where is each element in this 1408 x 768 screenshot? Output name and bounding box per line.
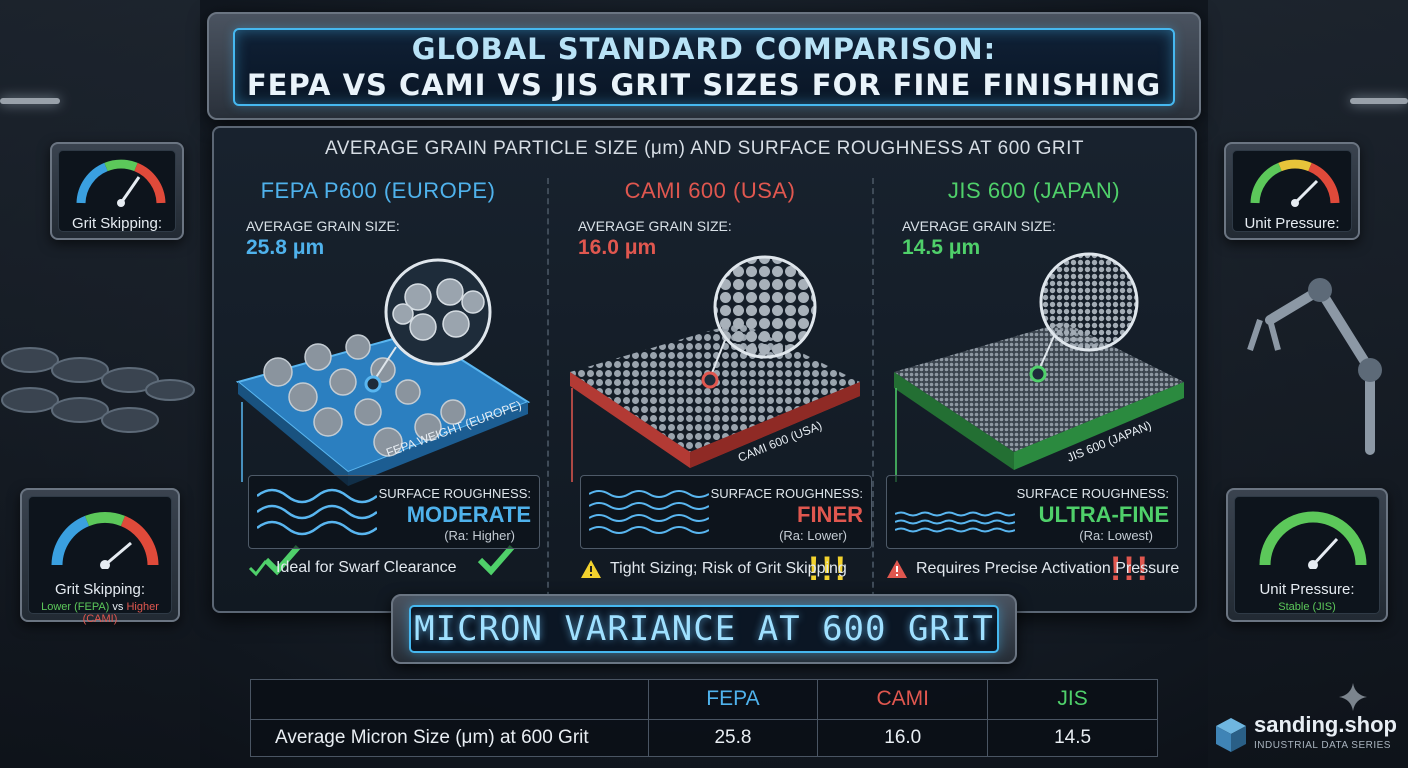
- roughness-value: FINER: [797, 502, 863, 527]
- robot-arm-illustration: [1247, 278, 1382, 455]
- table-header-fepa: FEPA: [647, 679, 819, 720]
- grain-size-value: 16.0 μm: [578, 236, 657, 259]
- gauge-dial-icon: [76, 159, 166, 207]
- comparison-panel: AVERAGE GRAIN PARTICLE SIZE (μm) AND SUR…: [212, 126, 1197, 613]
- brand-name: sanding.shop: [1254, 712, 1397, 737]
- column-divider: [872, 178, 874, 608]
- roughness-wave-icon: [895, 511, 1015, 533]
- roughness-value: MODERATE: [406, 502, 531, 527]
- ceiling-light: [1350, 98, 1408, 104]
- gauge-dial-icon: [1250, 159, 1340, 207]
- table-row: Average Micron Size (μm) at 600 Grit 25.…: [250, 718, 1158, 757]
- fepa-grain-plate-illustration: FEPA WEIGHT (EUROPE): [235, 258, 531, 486]
- column-note: Ideal for Swarf Clearance: [248, 559, 457, 577]
- gauge-label: Grit Skipping:: [71, 215, 163, 232]
- roughness-label: SURFACE ROUGHNESS:: [1016, 486, 1169, 501]
- title-frame: GLOBAL STANDARD COMPARISON: FEPA VS CAMI…: [207, 12, 1201, 120]
- ceiling-light: [0, 98, 60, 104]
- column-title: CAMI 600 (USA): [624, 178, 796, 203]
- table-header-empty: [250, 679, 649, 720]
- roughness-ra: (Ra: Higher): [444, 528, 515, 543]
- roughness-label: SURFACE ROUGHNESS:: [378, 486, 531, 501]
- machined-parts-illustration: [1, 347, 195, 433]
- roughness-wave-icon: [589, 490, 709, 534]
- gauge-dial-icon: [1259, 511, 1367, 569]
- warning-marks: !!!: [808, 550, 848, 588]
- checkmark-icon: [262, 542, 302, 576]
- fepa-column: FEPA P600 (EUROPE) AVERAGE GRAIN SIZE: 2…: [218, 172, 540, 612]
- roughness-ra: (Ra: Lowest): [1079, 528, 1153, 543]
- note-text: Ideal for Swarf Clearance: [276, 559, 457, 576]
- gauge-label: Unit Pressure:: [1244, 215, 1340, 232]
- jis-column: JIS 600 (JAPAN) AVERAGE GRAIN SIZE: 14.5…: [874, 172, 1194, 612]
- sparkle-icon: [1339, 683, 1367, 711]
- warning-triangle-icon: [887, 560, 907, 578]
- micron-table: FEPA CAMI JIS Average Micron Size (μm) a…: [250, 679, 1158, 757]
- banner-text: MICRON VARIANCE AT 600 GRIT: [414, 609, 994, 649]
- warning-marks: !!!: [1110, 550, 1150, 588]
- roughness-box: SURFACE ROUGHNESS: FINER (Ra: Lower): [580, 475, 872, 549]
- gauge-sub-label: Lower (FEPA) vs Higher (CAMI): [29, 601, 171, 625]
- jis-grain-plate-illustration: JIS 600 (JAPAN): [894, 252, 1184, 482]
- gauge-sub-cami: Higher (CAMI): [82, 601, 159, 625]
- table-header-row: FEPA CAMI JIS: [250, 679, 1158, 720]
- gauge-sub-vs: vs: [112, 601, 124, 613]
- cami-column: CAMI 600 (USA) AVERAGE GRAIN SIZE: 16.0 …: [550, 172, 872, 612]
- table-cell-fepa: 25.8: [647, 718, 819, 757]
- grain-size-label: AVERAGE GRAIN SIZE:: [578, 218, 732, 234]
- table-row-label: Average Micron Size (μm) at 600 Grit: [250, 718, 649, 757]
- note-text: Tight Sizing; Risk of Grit Skipping: [610, 560, 847, 577]
- roughness-box: SURFACE ROUGHNESS: ULTRA-FINE (Ra: Lowes…: [886, 475, 1178, 549]
- grain-size-value: 14.5 μm: [902, 236, 981, 259]
- unit-pressure-gauge-bottom: Unit Pressure: Stable (JIS): [1226, 488, 1388, 622]
- roughness-box: SURFACE ROUGHNESS: MODERATE (Ra: Higher): [248, 475, 540, 549]
- roughness-wave-icon: [257, 488, 377, 536]
- column-note: Tight Sizing; Risk of Grit Skipping: [580, 559, 847, 579]
- column-note: Requires Precise Activation Pressure: [886, 559, 1179, 579]
- gauge-label: Grit Skipping:: [54, 581, 146, 598]
- table-cell-jis: 14.5: [987, 718, 1158, 757]
- brand-subtitle: INDUSTRIAL DATA SERIES: [1254, 740, 1391, 751]
- note-text: Requires Precise Activation Pressure: [916, 560, 1180, 577]
- grain-size-value: 25.8 μm: [246, 236, 325, 259]
- table-header-cami: CAMI: [817, 679, 989, 720]
- grain-size-label: AVERAGE GRAIN SIZE:: [902, 218, 1056, 234]
- column-title: JIS 600 (JAPAN): [947, 178, 1121, 203]
- column-divider: [547, 178, 549, 608]
- gauge-label: Unit Pressure:: [1259, 581, 1355, 598]
- gauge-dial-icon: [51, 512, 159, 569]
- gauge-sub-fepa: Lower (FEPA): [41, 601, 110, 613]
- gauge-sub-label: Stable (JIS): [1278, 601, 1336, 613]
- warning-triangle-icon: [581, 560, 601, 578]
- grain-size-label: AVERAGE GRAIN SIZE:: [246, 218, 400, 234]
- column-title: FEPA P600 (EUROPE): [260, 178, 496, 203]
- cube-logo-icon: [1216, 718, 1246, 752]
- table-cell-cami: 16.0: [817, 718, 989, 757]
- roughness-ra: (Ra: Lower): [779, 528, 847, 543]
- banner-screen: MICRON VARIANCE AT 600 GRIT: [409, 605, 999, 653]
- table-header-jis: JIS: [987, 679, 1158, 720]
- brand-logo: sanding.shop INDUSTRIAL DATA SERIES: [1214, 712, 1397, 760]
- checkmark-icon: [476, 542, 516, 576]
- unit-pressure-gauge-top: Unit Pressure:: [1224, 142, 1360, 240]
- title-line-1: GLOBAL STANDARD COMPARISON:: [411, 32, 997, 66]
- grit-skipping-gauge-top: Grit Skipping:: [50, 142, 184, 240]
- title-screen: GLOBAL STANDARD COMPARISON: FEPA VS CAMI…: [233, 28, 1175, 106]
- banner-frame: MICRON VARIANCE AT 600 GRIT: [391, 594, 1017, 664]
- panel-subtitle: AVERAGE GRAIN PARTICLE SIZE (μm) AND SUR…: [324, 138, 1085, 159]
- title-line-2: FEPA VS CAMI VS JIS GRIT SIZES FOR FINE …: [246, 68, 1162, 102]
- cami-grain-plate-illustration: CAMI 600 (USA): [570, 255, 860, 482]
- grit-skipping-gauge-bottom: Grit Skipping: Lower (FEPA) vs Higher (C…: [20, 488, 180, 625]
- roughness-value: ULTRA-FINE: [1038, 502, 1169, 527]
- roughness-label: SURFACE ROUGHNESS:: [710, 486, 863, 501]
- checkmark-icon: [248, 560, 268, 577]
